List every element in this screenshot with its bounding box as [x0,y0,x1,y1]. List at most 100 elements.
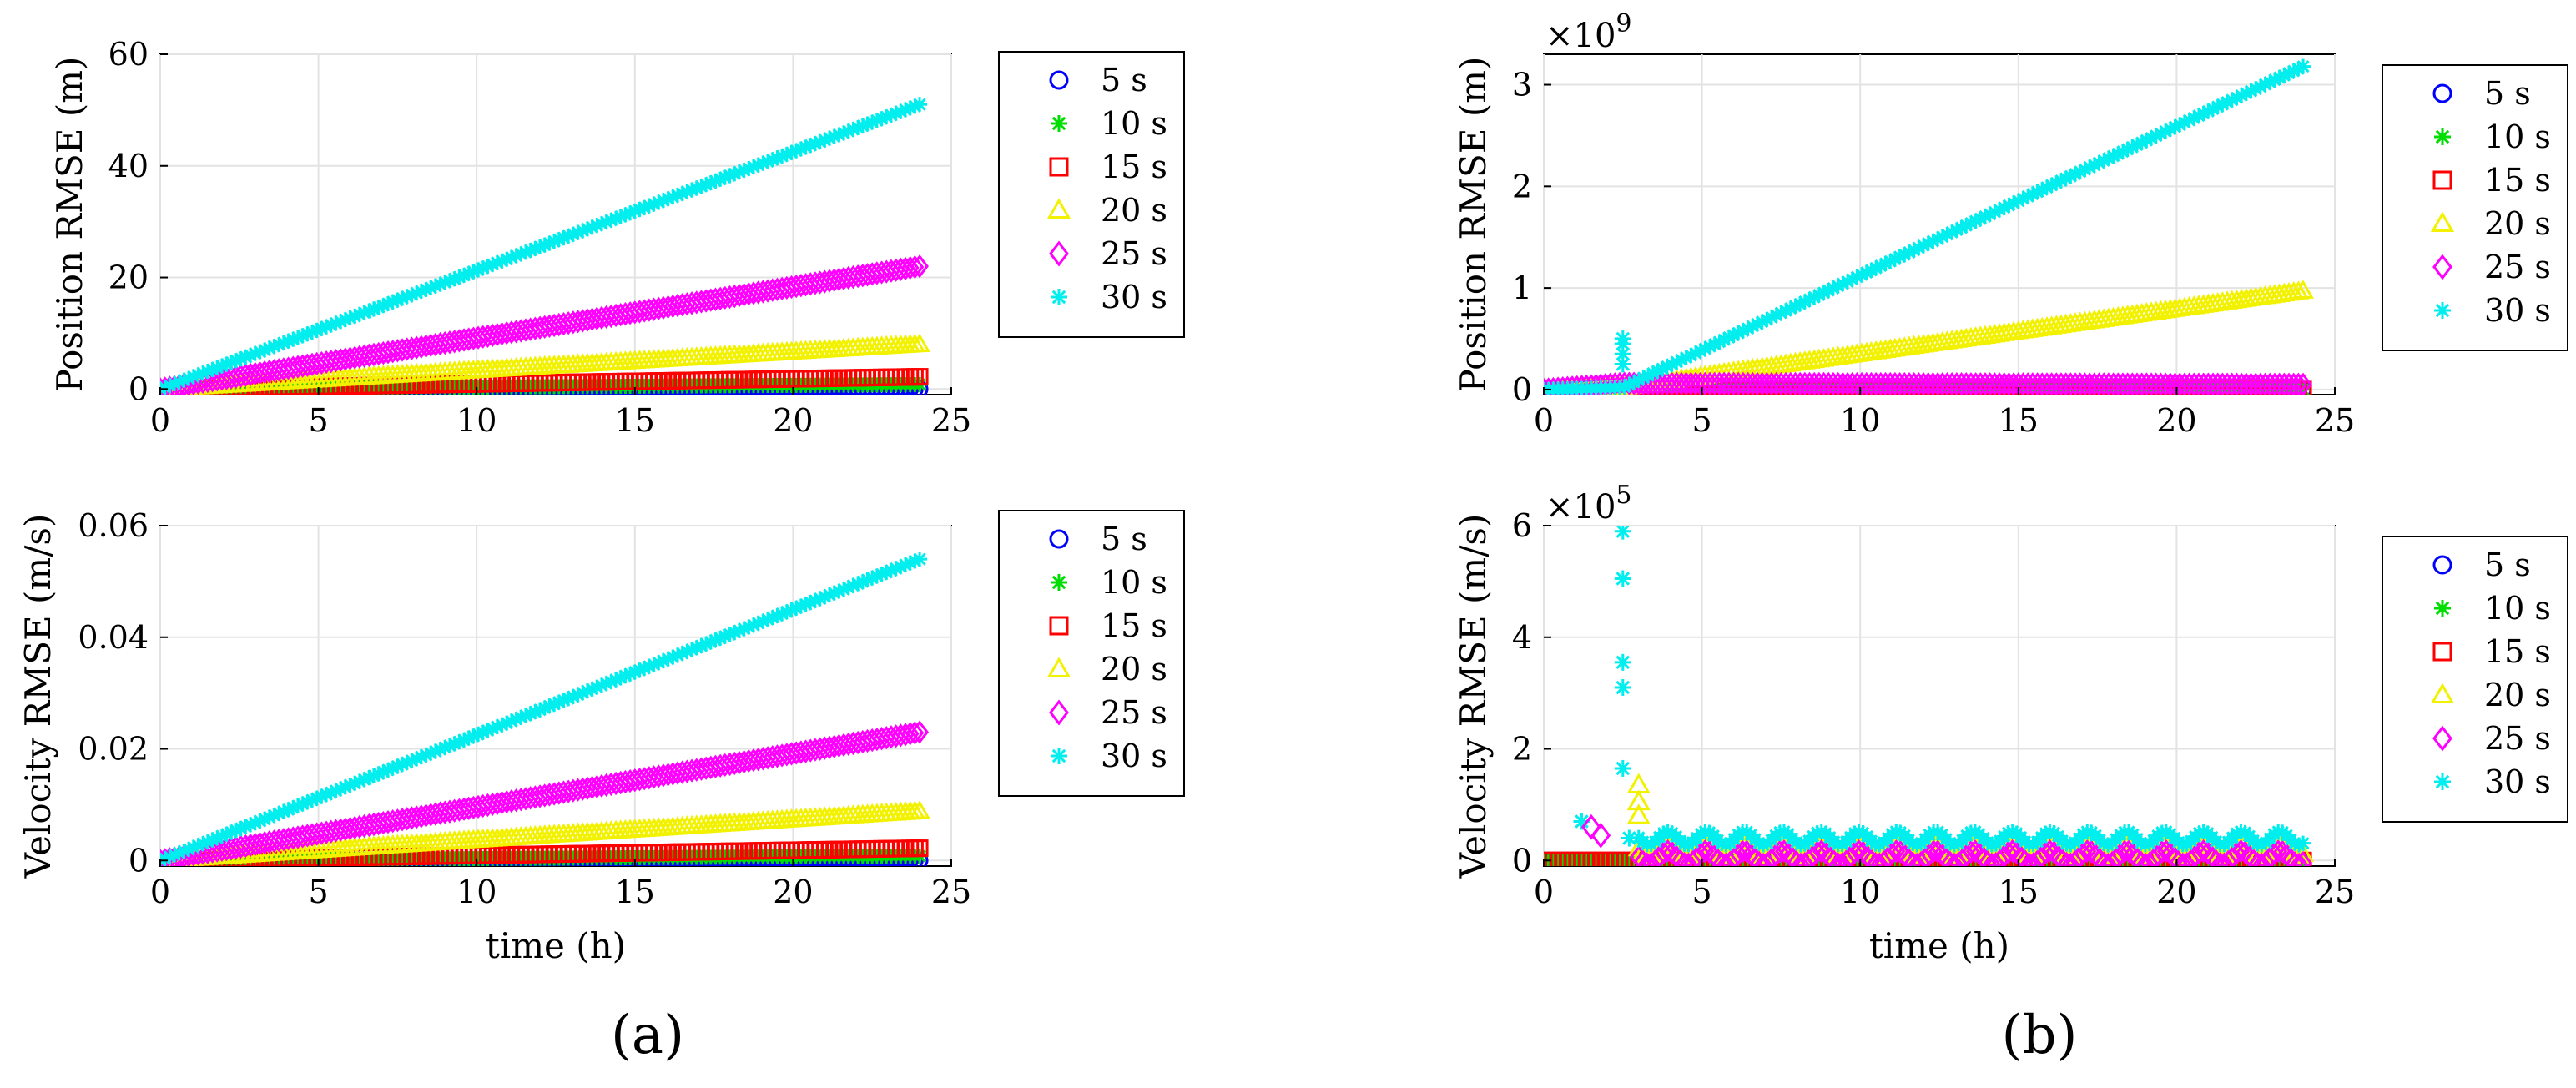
data-point [1828,852,1848,866]
data-point [426,332,445,357]
data-point [213,367,231,391]
data-point [910,368,929,386]
data-point [2069,845,2089,866]
y-axis-label: Velocity RMSE (m/s) [1453,514,1494,879]
data-point [1928,839,1947,864]
data-point [635,299,654,323]
data-point [711,286,730,310]
ticks-b-position: 0 5 10 15 20 25 0 1 2 3 [1512,67,2355,439]
data-point [441,330,459,355]
data-point [540,783,559,807]
x-tick-label: 15 [615,874,655,910]
data-point [2265,842,2284,866]
data-point [374,810,393,835]
data-point [2289,372,2308,395]
data-point [298,824,317,848]
data-point [909,800,931,819]
data-point [602,772,621,797]
data-point [478,793,497,818]
x-tick-label: 25 [931,402,971,439]
panel-label-a: (a) [611,1005,684,1066]
data-point [578,776,597,800]
data-point [512,319,531,343]
legend-marker [1051,289,1067,305]
legend-label: 20 s [2484,205,2551,242]
data-point [421,803,441,827]
legend-marker [2432,170,2452,190]
data-point [2061,852,2080,866]
data-point [621,768,640,793]
data-point [545,782,563,806]
outlier-point [1626,789,1651,811]
data-point [763,745,782,769]
data-point [683,758,701,783]
series-30s [160,97,928,395]
data-point [782,742,801,766]
data-point [701,288,720,312]
data-point [2294,850,2312,866]
legend-marker [2430,683,2455,703]
data-point [250,360,270,385]
data-point [298,353,317,377]
data-point [279,356,298,380]
data-point [397,337,416,361]
data-point [340,816,360,841]
data-point [658,295,678,320]
data-point [573,309,592,333]
chart-a-velocity: 0 5 10 15 20 25 0 0.02 0.04 0.06 Velocity RMSE (m… [18,507,1185,966]
data-point [331,818,350,842]
data-point [360,813,379,838]
data-point [768,744,787,768]
data-point [459,796,478,820]
data-point [678,292,697,316]
data-point [763,278,782,302]
data-point [284,355,303,380]
series-30s [1544,58,2311,395]
legend-label: 5 s [2484,75,2531,112]
data-point [649,764,668,788]
data-point [492,321,512,346]
outlier-point [1580,813,1601,840]
data-point [720,285,739,310]
y-tick-label: 0.02 [78,731,149,768]
data-point [853,729,872,754]
legend-marker [2432,254,2452,280]
axis-exponent: ×105 [1545,481,1632,526]
data-point [796,273,815,297]
data-point [445,330,464,354]
data-point [2019,852,2039,866]
data-point [649,296,668,320]
data-point [402,806,421,830]
data-point [2273,839,2292,864]
data-point [777,275,796,300]
outliers-25s [1580,813,1611,849]
x-axis-label: time (h) [1869,925,2009,966]
data-point [1878,845,1898,866]
data-point [1754,852,1772,866]
legend-label: 15 s [1101,607,1167,644]
data-point [388,339,407,363]
y-tick-label: 6 [1512,507,1532,544]
data-point [787,741,806,765]
outlier-point [1614,570,1631,587]
data-point [773,743,792,768]
data-point [265,829,284,854]
data-point [217,837,236,862]
data-point [416,803,436,828]
data-point [602,304,621,329]
data-point [260,830,279,854]
x-tick-label: 15 [615,402,655,439]
data-point [592,305,611,330]
data-point [578,308,597,332]
legend-marker [2432,83,2452,103]
data-point [331,348,350,372]
data-point [858,263,877,287]
data-point [912,552,928,567]
data-point [355,813,374,839]
data-point [445,798,464,823]
data-point [725,751,744,776]
x-tick-label: 5 [309,874,329,910]
data-point [312,350,331,375]
